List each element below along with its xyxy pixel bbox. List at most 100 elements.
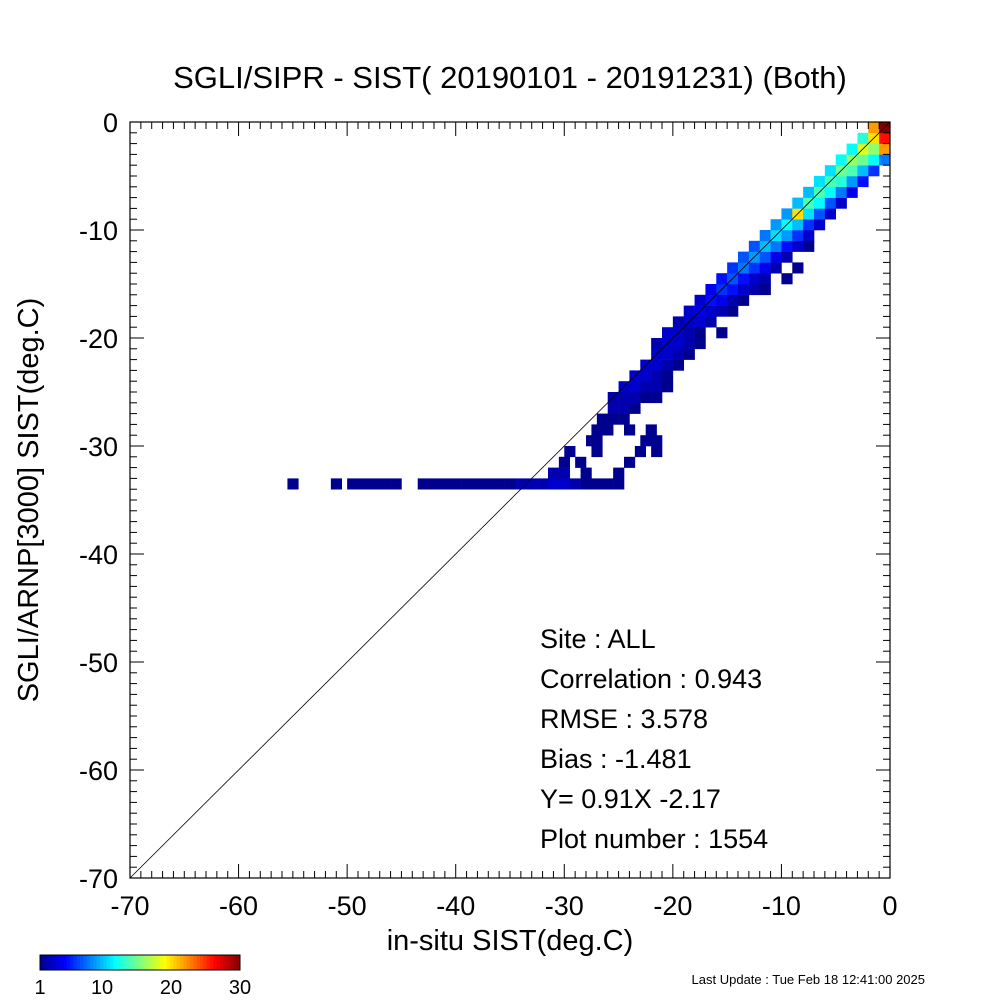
heatmap-cell [824, 186, 837, 198]
colorbar-segment [126, 955, 131, 970]
heatmap-cell [417, 478, 429, 490]
heatmap-cell [770, 219, 782, 231]
heatmap-cell [640, 370, 652, 382]
heatmap-cell [727, 294, 739, 306]
y-tick-label: -30 [79, 432, 118, 462]
heatmap-cell [738, 294, 750, 306]
heatmap-cell [868, 143, 880, 155]
colorbar-segment [153, 955, 158, 970]
heatmap-cell [558, 456, 571, 468]
colorbar-segment [156, 955, 161, 970]
heatmap-cell [651, 446, 663, 458]
colorbar-segment [46, 955, 51, 970]
colorbar-segment [120, 955, 124, 970]
x-axis-label: in-situ SIST(deg.C) [387, 925, 634, 957]
y-tick-label: -70 [79, 864, 118, 894]
heatmap-cell [792, 197, 804, 209]
heatmap-cell [591, 446, 603, 458]
heatmap-cell [781, 208, 793, 220]
colorbar-segment [210, 955, 214, 970]
heatmap-cell [694, 294, 706, 306]
colorbar-segment [160, 955, 164, 970]
heatmap-cell [379, 478, 391, 490]
colorbar-segment [40, 955, 44, 970]
colorbar-segment [140, 955, 144, 970]
colorbar-frame [39, 954, 241, 971]
colorbar-segment [133, 955, 138, 970]
heatmap-cell [618, 413, 630, 425]
x-tick-label: -20 [653, 891, 692, 921]
heatmap-cell [287, 478, 299, 490]
heatmap-cell [651, 392, 663, 404]
colorbar-segment [176, 955, 181, 970]
colorbar-segment [213, 955, 218, 970]
heatmap-cell [781, 273, 793, 285]
heatmap-cell [748, 262, 761, 274]
colorbar-tick-label: 20 [160, 977, 182, 999]
colorbar-segment [106, 955, 111, 970]
heatmap-cell [835, 176, 847, 188]
colorbar-segment [110, 955, 114, 970]
heatmap-cell [629, 381, 641, 393]
stat-bias: Bias : -1.481 [540, 744, 692, 774]
heatmap-cell [803, 208, 815, 220]
y-tick-label: 0 [103, 108, 118, 138]
heatmap-cell [846, 176, 858, 188]
heatmap-cell [515, 478, 527, 490]
colorbar-segment [143, 955, 148, 970]
heatmap-cell [738, 273, 750, 285]
colorbar-segment [180, 955, 184, 970]
colorbar-segment [53, 955, 58, 970]
one-to-one-line [129, 121, 891, 879]
heatmap-cell [450, 478, 462, 490]
heatmap-cell [672, 348, 685, 360]
colorbar-segment [70, 955, 74, 970]
colorbar-tick-label: 1 [34, 977, 45, 999]
colorbar-segment [86, 955, 91, 970]
heatmap-cell [537, 478, 549, 490]
heatmap-cell [814, 208, 826, 220]
heatmap-cell [803, 219, 815, 231]
x-tick-label: -50 [328, 891, 367, 921]
colorbar-segment [93, 955, 98, 970]
heatmap-cell [716, 327, 728, 339]
colorbar-segment [113, 955, 118, 970]
heatmap-cell [548, 478, 560, 490]
heatmap-cell [846, 186, 858, 198]
heatmap-cell [575, 456, 587, 468]
heatmap-cell [814, 219, 826, 231]
colorbar-segment [90, 955, 94, 970]
y-axis-label: SGLI/ARNP[3000] SIST(deg.C) [13, 298, 45, 703]
heatmap-cell [781, 251, 793, 263]
heatmap-cell [716, 305, 728, 317]
y-tick-label: -60 [79, 756, 118, 786]
y-tick-label: -20 [79, 324, 118, 354]
colorbar-segment [216, 955, 221, 970]
x-tick-label: -60 [219, 891, 258, 921]
heatmap-cell [662, 359, 674, 371]
heatmap-cell [358, 478, 370, 490]
heatmap-cell [857, 165, 869, 177]
heatmap-cell [640, 435, 652, 447]
colorbar-segment [206, 955, 211, 970]
heatmap-cell [591, 424, 603, 436]
heatmap-cell [824, 197, 837, 209]
heatmap-cell [629, 392, 641, 404]
heatmap-cell [651, 381, 663, 393]
heatmap-cell [634, 446, 647, 458]
heatmap-cell [558, 478, 571, 490]
colorbar-segment [130, 955, 134, 970]
heatmap-cell [835, 154, 847, 166]
heatmap-cell [835, 197, 847, 209]
heatmap-cell [694, 316, 706, 328]
heatmap-cell [814, 176, 826, 188]
colorbar-segment [123, 955, 128, 970]
colorbar-segment [56, 955, 61, 970]
heatmap-cell [759, 262, 771, 274]
heatmap-cell [651, 435, 663, 447]
heatmap-cell [857, 176, 869, 188]
heatmap-cell [770, 251, 782, 263]
heatmap-cell [824, 208, 837, 220]
colorbar-segment [50, 955, 54, 970]
colorbar-segment [166, 955, 171, 970]
